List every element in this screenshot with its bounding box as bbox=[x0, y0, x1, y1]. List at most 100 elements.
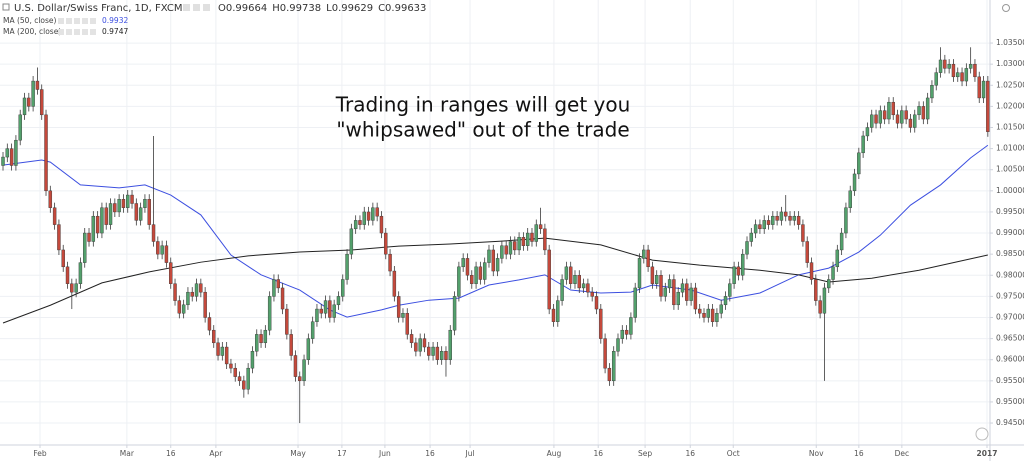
candle-body bbox=[861, 135, 865, 154]
candle-body bbox=[259, 334, 263, 344]
candle-body bbox=[95, 215, 100, 234]
button[interactable] bbox=[203, 4, 210, 11]
candle-body bbox=[181, 304, 186, 314]
candle-body bbox=[852, 173, 857, 192]
x-tick-label: Oct bbox=[727, 449, 740, 458]
legend-button bbox=[82, 18, 88, 24]
candle-body bbox=[35, 80, 40, 90]
candle-body bbox=[642, 249, 646, 259]
candle-body bbox=[943, 59, 947, 69]
candle-body bbox=[590, 291, 594, 297]
candle-body bbox=[624, 329, 629, 335]
candles bbox=[1, 47, 990, 424]
candle-body bbox=[409, 334, 414, 344]
legend-name: MA (50, close) bbox=[3, 16, 57, 25]
symbol-title: U.S. Dollar/Swiss Franc, 1D, FXCM bbox=[14, 3, 182, 14]
candle-body bbox=[913, 114, 917, 128]
candle-body bbox=[839, 232, 844, 251]
settings-icon[interactable] bbox=[1002, 4, 1010, 12]
candle-body bbox=[293, 355, 298, 377]
candle-body bbox=[9, 148, 14, 166]
candle-body bbox=[44, 114, 48, 192]
candle-body bbox=[48, 190, 53, 208]
candle-body bbox=[207, 317, 212, 331]
x-tick-label: Aug bbox=[547, 449, 562, 458]
candle-body bbox=[173, 283, 177, 301]
candle-body bbox=[487, 249, 491, 263]
candle-body bbox=[538, 224, 543, 230]
candle-body bbox=[534, 224, 538, 242]
candle-body bbox=[818, 300, 822, 314]
x-tick-label: 2017 bbox=[977, 449, 998, 458]
y-tick-label: 0.98000 bbox=[996, 270, 1024, 279]
candle-body bbox=[52, 207, 57, 225]
candle-body bbox=[470, 275, 474, 284]
candle-body bbox=[672, 279, 676, 306]
x-tick-label: Sep bbox=[638, 449, 652, 458]
candle-body bbox=[573, 275, 577, 284]
collapse-icon[interactable] bbox=[2, 3, 10, 11]
candle-body bbox=[108, 203, 113, 225]
candle-body bbox=[680, 283, 685, 293]
candle-body bbox=[977, 76, 981, 99]
y-tick-label: 0.95500 bbox=[996, 376, 1024, 385]
button[interactable] bbox=[193, 4, 200, 11]
y-tick-label: 1.02500 bbox=[996, 80, 1024, 89]
legend-button bbox=[58, 18, 64, 24]
candle-body bbox=[422, 338, 427, 348]
candle-body bbox=[160, 245, 164, 255]
candle-body bbox=[113, 203, 117, 213]
legend-value: 0.9932 bbox=[102, 16, 128, 25]
candle-body bbox=[366, 211, 371, 221]
candle-body bbox=[964, 68, 969, 82]
axes: 0.94500 0.95000 0.95500 0.96000 0.96500 0.970… bbox=[33, 38, 1024, 458]
candle-body bbox=[65, 266, 70, 284]
ohlc-readout: O0.99664 H0.99738 L0.99629 C0.99633 bbox=[218, 3, 426, 14]
candle-body bbox=[809, 262, 814, 280]
x-tick-label: 16 bbox=[854, 449, 864, 458]
candle-body bbox=[439, 351, 444, 360]
legend-button bbox=[66, 29, 72, 35]
candle-body bbox=[1, 156, 5, 166]
candle-body bbox=[190, 291, 194, 297]
candle-body bbox=[18, 114, 22, 141]
candle-body bbox=[319, 308, 323, 314]
candle-body bbox=[177, 300, 182, 314]
y-tick-label: 0.97000 bbox=[996, 312, 1024, 321]
candle-body bbox=[156, 241, 160, 255]
candle-body bbox=[956, 72, 960, 78]
candle-body bbox=[749, 232, 754, 242]
readout-label: H bbox=[272, 3, 280, 14]
candle-body bbox=[396, 296, 401, 318]
candle-body bbox=[581, 283, 586, 289]
candle-body bbox=[646, 249, 650, 268]
candle-body bbox=[616, 338, 620, 352]
candle-body bbox=[766, 220, 771, 225]
annotation: "whipsawed" out of the trade bbox=[336, 118, 629, 142]
candle-body bbox=[698, 308, 702, 314]
readout-value: 0.99664 bbox=[226, 3, 267, 14]
candle-body bbox=[723, 296, 728, 306]
candle-body bbox=[921, 106, 926, 120]
y-tick-label: 1.03000 bbox=[996, 59, 1024, 68]
y-tick-label: 0.99500 bbox=[996, 207, 1024, 216]
candle-body bbox=[981, 80, 986, 99]
candle-body bbox=[233, 367, 237, 377]
candle-body bbox=[495, 258, 500, 272]
button[interactable] bbox=[183, 4, 190, 11]
candle-body bbox=[224, 346, 229, 365]
candle-body bbox=[758, 224, 762, 230]
candle-body bbox=[947, 63, 951, 69]
candle-body bbox=[328, 300, 332, 318]
candle-body bbox=[960, 72, 964, 82]
candle-body bbox=[216, 342, 220, 356]
x-tick-label: Feb bbox=[33, 449, 47, 458]
candle-body bbox=[289, 334, 293, 356]
legend-button bbox=[74, 29, 80, 35]
candle-body bbox=[904, 110, 908, 120]
auto-scale-button[interactable] bbox=[975, 427, 989, 441]
candle-body bbox=[938, 59, 943, 73]
candle-body bbox=[491, 249, 495, 272]
candle-body bbox=[336, 296, 341, 306]
candle-body bbox=[452, 296, 457, 331]
